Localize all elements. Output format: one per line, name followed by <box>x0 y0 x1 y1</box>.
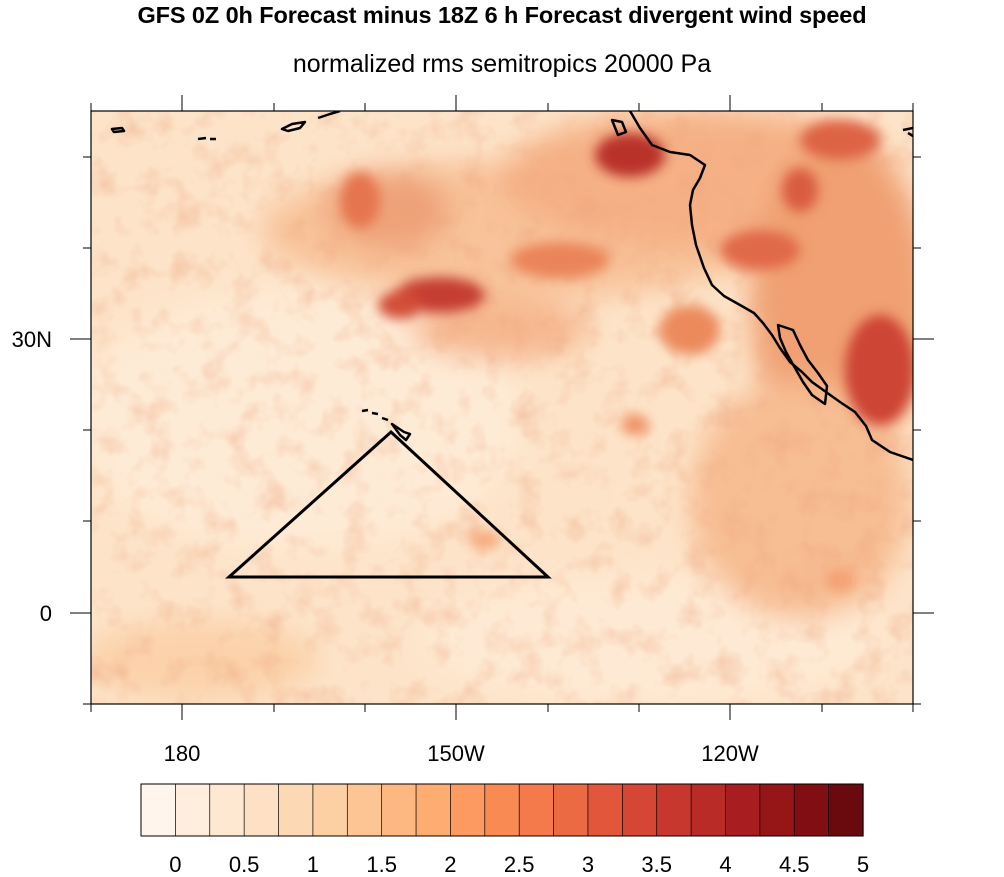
colorbar-label: 2.5 <box>504 852 535 877</box>
colorbar-label: 0.5 <box>229 852 260 877</box>
gulf-of-california-coastline <box>776 323 829 406</box>
colorbar-swatch <box>828 783 864 837</box>
east-edge-coastline <box>902 126 913 138</box>
field-texture <box>91 111 913 704</box>
colorbar-swatch <box>621 783 658 837</box>
field-layer <box>91 111 913 704</box>
colorbar-label: 4.5 <box>779 852 810 877</box>
x-tick-label-180: 180 <box>164 741 201 766</box>
colorbar-swatch <box>346 783 383 837</box>
figure-subtitle: normalized rms semitropics 20000 Pa <box>292 50 712 78</box>
colorbar-frame <box>140 783 864 837</box>
aleutian-island-coastline <box>110 126 126 134</box>
axis-ticks <box>70 95 934 720</box>
alaska-peninsula-coastline <box>317 111 341 120</box>
alaska-peninsula-coastline <box>280 120 307 133</box>
colorbar-swatch <box>312 783 348 837</box>
colorbar-label: 2 <box>444 852 456 877</box>
colorbar-label: 3.5 <box>641 852 672 877</box>
colorbar-swatch <box>450 783 486 837</box>
colorbar-swatch <box>484 783 520 837</box>
colorbar-swatch <box>518 783 555 837</box>
x-tick-label-120w: 120W <box>701 741 759 766</box>
colorbar-label: 0 <box>169 852 181 877</box>
triangle-annotation <box>225 429 552 579</box>
field-maxima <box>340 120 913 592</box>
colorbar-swatch <box>140 783 177 837</box>
colorbar-label: 1 <box>307 852 319 877</box>
colorbar-swatch <box>415 783 452 837</box>
colorbar-swatch <box>209 783 245 837</box>
colorbar-label: 5 <box>857 852 869 877</box>
colorbar-swatch <box>656 783 692 837</box>
north-america-coastline <box>628 111 913 462</box>
colorbar-label: 3 <box>582 852 594 877</box>
colorbar-label: 4 <box>719 852 731 877</box>
y-tick-label-0: 0 <box>40 601 52 626</box>
colorbar-label: 1.5 <box>366 852 397 877</box>
aleutian-island-coastline <box>197 136 216 141</box>
colorbar: 0 0.5 1 1.5 2 2.5 3 3.5 4 4.5 5 <box>140 783 869 877</box>
colorbar-swatch <box>690 783 727 837</box>
colorbar-swatch <box>587 783 623 837</box>
colorbar-swatch <box>381 783 417 837</box>
colorbar-swatch <box>793 783 830 837</box>
map-frame <box>90 110 914 705</box>
coastlines <box>110 111 913 462</box>
figure-title: GFS 0Z 0h Forecast minus 18Z 6 h Forecas… <box>137 2 867 28</box>
colorbar-swatch <box>175 783 211 837</box>
colorbar-swatch <box>553 783 589 837</box>
colorbar-swatch <box>725 783 761 837</box>
x-tick-label-150w: 150W <box>427 741 485 766</box>
colorbar-swatch <box>278 783 314 837</box>
colorbar-swatch <box>243 783 280 837</box>
vancouver-island-coastline <box>610 118 628 137</box>
colorbar-swatch <box>759 783 795 837</box>
y-tick-label-30n: 30N <box>12 327 52 352</box>
hawaii-coastline <box>361 408 412 442</box>
